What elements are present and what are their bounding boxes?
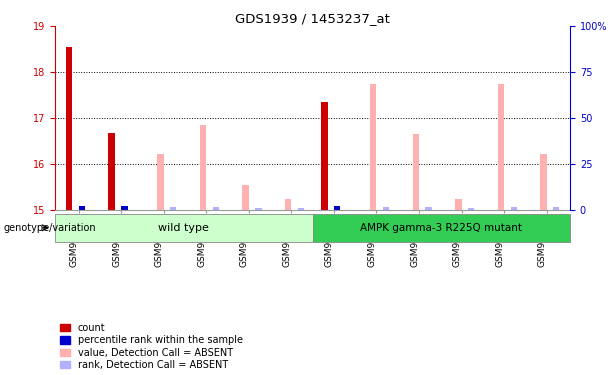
Bar [66, 47, 72, 210]
Title: GDS1939 / 1453237_at: GDS1939 / 1453237_at [235, 12, 390, 25]
Legend: count, percentile rank within the sample, value, Detection Call = ABSENT, rank, : count, percentile rank within the sample… [60, 323, 243, 370]
Bar [383, 207, 389, 210]
Bar [213, 207, 219, 210]
Bar [334, 206, 340, 210]
Bar [370, 84, 376, 210]
Bar [285, 198, 291, 210]
Bar [242, 185, 249, 210]
Bar [255, 208, 262, 210]
Bar [321, 102, 327, 210]
Bar [413, 134, 419, 210]
Bar [511, 207, 517, 210]
Bar [170, 207, 177, 210]
Text: AMPK gamma-3 R225Q mutant: AMPK gamma-3 R225Q mutant [360, 223, 522, 233]
Bar [498, 84, 504, 210]
Bar [468, 208, 474, 210]
Bar [200, 125, 206, 210]
Bar [298, 208, 304, 210]
Text: genotype/variation: genotype/variation [3, 223, 96, 233]
Bar [553, 207, 560, 210]
Bar [109, 133, 115, 210]
Bar [540, 154, 547, 210]
Bar [121, 206, 128, 210]
Text: wild type: wild type [159, 223, 209, 233]
Bar [158, 154, 164, 210]
Bar [425, 207, 432, 210]
Bar [78, 206, 85, 210]
Bar [455, 198, 462, 210]
